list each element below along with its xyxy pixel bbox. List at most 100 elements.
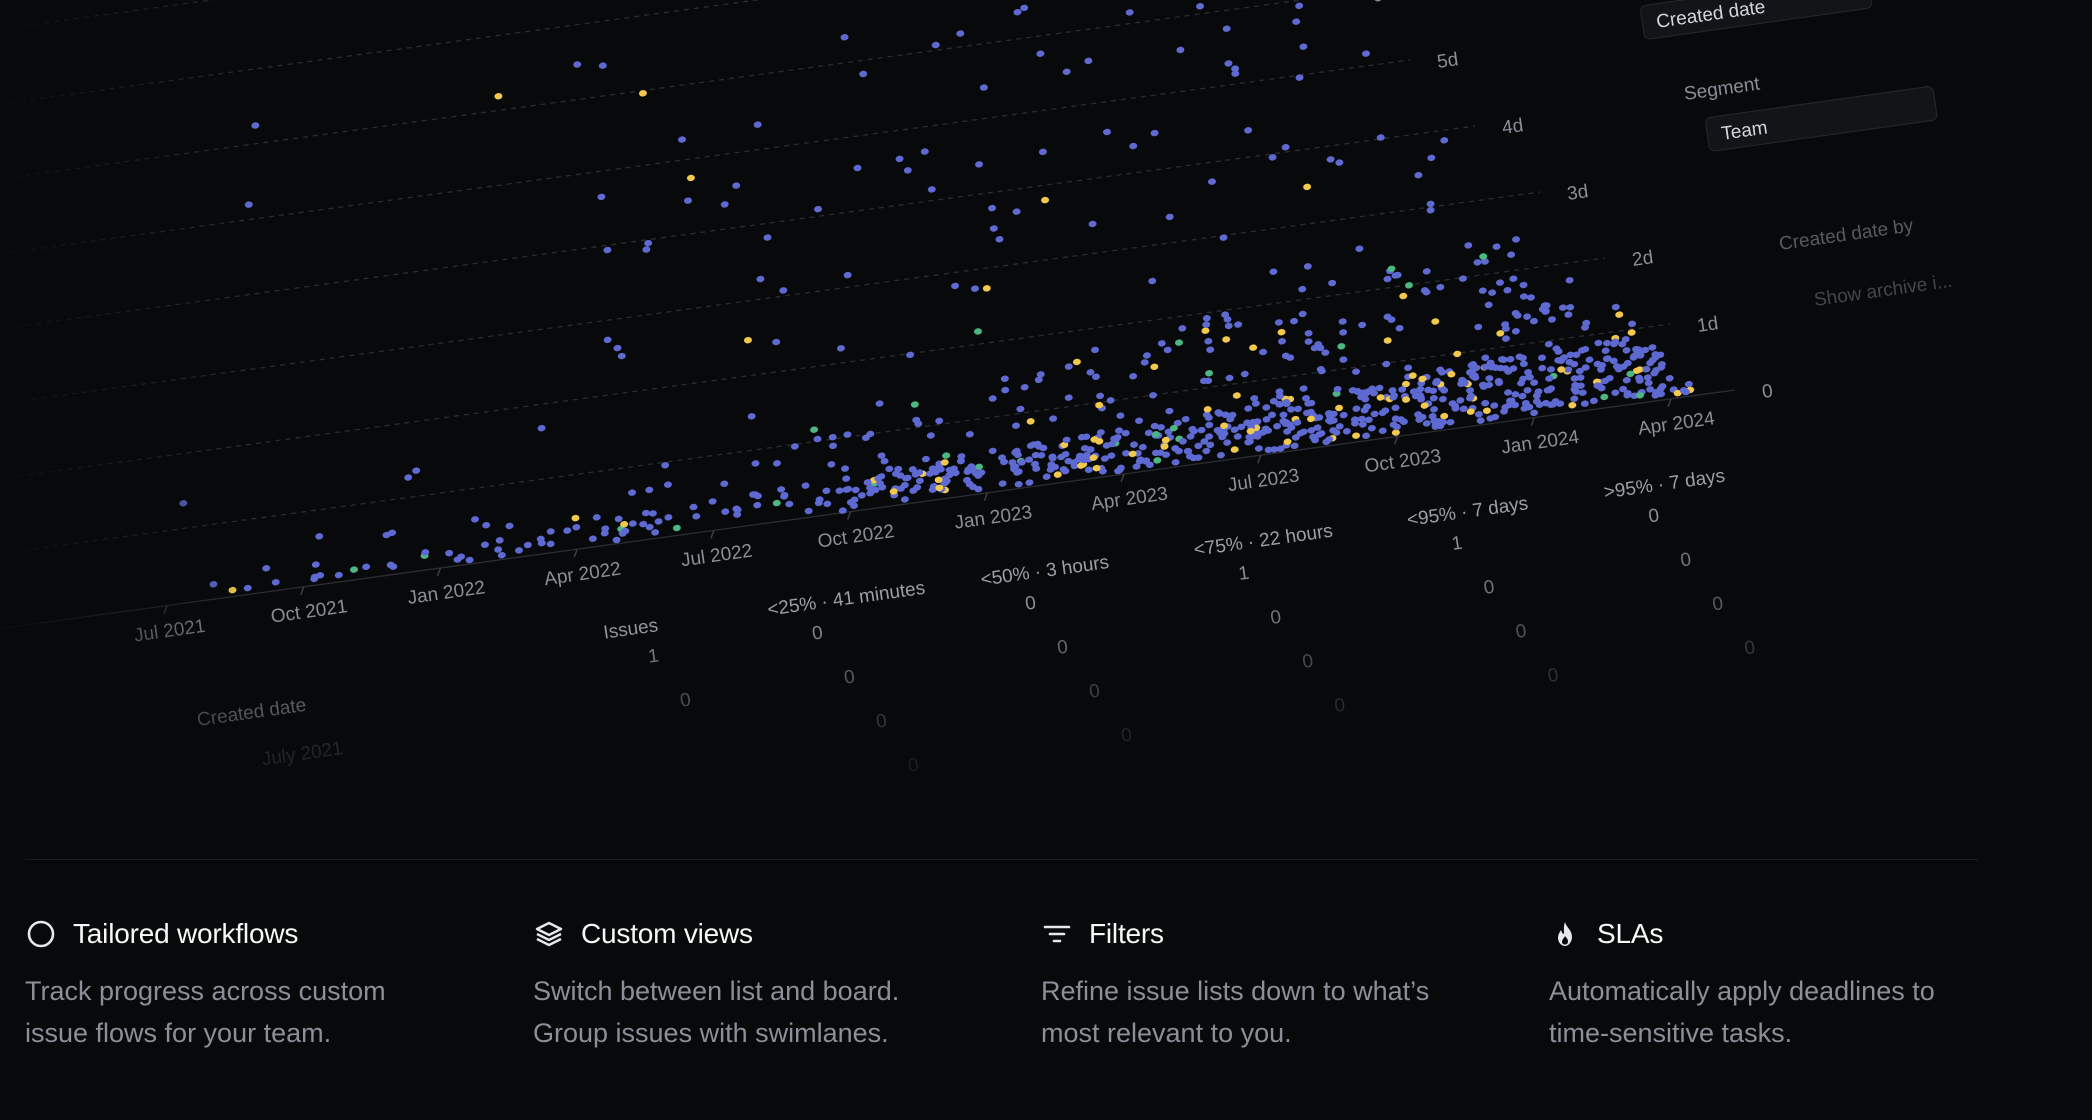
issue-dot bbox=[1474, 411, 1483, 418]
table-column-header: Issues bbox=[602, 615, 659, 643]
circle-icon bbox=[25, 918, 57, 950]
issue-dot bbox=[1519, 281, 1528, 289]
issue-dot bbox=[480, 541, 489, 548]
issue-dot bbox=[1150, 363, 1159, 371]
x-tick-label: Jul 2023 bbox=[1227, 465, 1301, 496]
issue-dot bbox=[1529, 317, 1538, 325]
feature-slas: SLAs Automatically apply deadlines to ti… bbox=[1549, 910, 2057, 1054]
issue-dot bbox=[1232, 392, 1241, 399]
issue-dot bbox=[271, 579, 280, 586]
issue-dot bbox=[926, 432, 935, 439]
issue-dot bbox=[906, 351, 915, 359]
issue-dot bbox=[1458, 275, 1467, 282]
issue-dot bbox=[1426, 206, 1435, 214]
issue-dot bbox=[494, 93, 503, 100]
issue-dot bbox=[1404, 282, 1413, 289]
issue-dot bbox=[1485, 375, 1494, 382]
issue-dot bbox=[1376, 134, 1385, 141]
issue-dot bbox=[1422, 420, 1431, 427]
issue-dot bbox=[827, 461, 836, 468]
issue-dot bbox=[995, 236, 1004, 243]
issue-dot bbox=[756, 275, 765, 283]
issue-dot bbox=[445, 549, 454, 557]
issue-dot bbox=[1206, 346, 1215, 353]
issue-dot bbox=[1611, 303, 1620, 311]
issue-dot bbox=[1564, 311, 1573, 318]
issue-dot bbox=[1358, 321, 1367, 329]
y-tick-label: 4d bbox=[1501, 115, 1525, 139]
table-cell: 0 bbox=[679, 689, 692, 711]
issue-dot bbox=[563, 527, 572, 534]
table-cell: 0 bbox=[1679, 549, 1692, 571]
issue-dot bbox=[970, 285, 979, 292]
issue-dot bbox=[982, 285, 991, 292]
issue-dot bbox=[1490, 402, 1499, 409]
table-cell: 0 bbox=[1333, 695, 1346, 717]
issue-dot bbox=[686, 174, 695, 182]
issue-dot bbox=[1049, 415, 1058, 422]
issue-dot bbox=[571, 514, 580, 522]
y-tick-label: 6d bbox=[1371, 0, 1395, 7]
issue-dot bbox=[1303, 263, 1312, 270]
issue-dot bbox=[751, 460, 760, 467]
issue-dot bbox=[1196, 3, 1205, 10]
x-tick bbox=[1667, 398, 1672, 408]
issue-dot bbox=[804, 507, 813, 515]
issue-dot bbox=[920, 148, 929, 155]
issue-dot bbox=[1339, 411, 1348, 419]
issue-dot bbox=[1084, 57, 1093, 65]
issue-dot bbox=[1234, 321, 1243, 328]
issue-dot bbox=[1224, 322, 1233, 330]
issue-dot bbox=[1440, 412, 1449, 420]
issue-dot bbox=[1684, 380, 1693, 388]
issue-dot bbox=[1091, 346, 1099, 354]
issue-dot bbox=[654, 518, 663, 525]
issue-dot bbox=[603, 246, 612, 254]
issue-dot bbox=[1601, 347, 1610, 354]
issue-dot bbox=[572, 524, 581, 531]
scatter-chart: Jul 2021 Oct 2021 Jan 2022 Apr 2022 Jul 2022… bbox=[0, 0, 2092, 850]
issue-dot bbox=[772, 499, 781, 507]
issue-dot bbox=[1339, 356, 1348, 363]
issue-dot bbox=[651, 529, 660, 536]
issue-dot bbox=[843, 271, 852, 279]
issue-dot bbox=[1299, 385, 1308, 392]
x-tick bbox=[1530, 417, 1535, 426]
issue-dot bbox=[1202, 315, 1211, 322]
issue-dot bbox=[732, 182, 741, 189]
issue-dot bbox=[1492, 243, 1501, 250]
issue-dot bbox=[1453, 350, 1462, 358]
x-tick-label: Jan 2024 bbox=[1500, 427, 1581, 459]
table-cell: 1 bbox=[1237, 563, 1250, 585]
issue-dot bbox=[772, 338, 781, 346]
issue-dot bbox=[1125, 9, 1134, 16]
issue-dot bbox=[1568, 401, 1577, 409]
issue-dot bbox=[1254, 445, 1263, 452]
issue-dot bbox=[1171, 459, 1180, 466]
issue-dot bbox=[835, 487, 844, 494]
x-tick-label: Apr 2024 bbox=[1637, 408, 1717, 440]
x-tick-label: Jul 2021 bbox=[133, 616, 207, 647]
issue-dot bbox=[988, 395, 997, 402]
issue-dot bbox=[974, 328, 982, 335]
issue-dot bbox=[1355, 245, 1364, 252]
issue-dot bbox=[1204, 338, 1213, 345]
x-tick bbox=[983, 492, 989, 502]
issue-dot bbox=[1600, 393, 1609, 401]
flame-icon bbox=[1549, 918, 1581, 950]
issue-dot bbox=[350, 566, 358, 573]
issue-dot bbox=[672, 524, 681, 532]
issue-dot bbox=[251, 122, 260, 129]
issue-dot bbox=[228, 586, 237, 594]
issue-dot bbox=[1163, 346, 1172, 354]
issue-dot bbox=[1216, 451, 1225, 459]
issue-dot bbox=[1615, 311, 1624, 318]
table-cell: 0 bbox=[843, 666, 856, 688]
issue-dot bbox=[1244, 405, 1253, 412]
issue-dot bbox=[1174, 339, 1183, 346]
issue-dot bbox=[1481, 399, 1490, 407]
section-divider bbox=[25, 859, 1978, 860]
issue-dot bbox=[1642, 366, 1651, 373]
issue-dot bbox=[1501, 335, 1510, 342]
issue-dot bbox=[785, 500, 794, 508]
